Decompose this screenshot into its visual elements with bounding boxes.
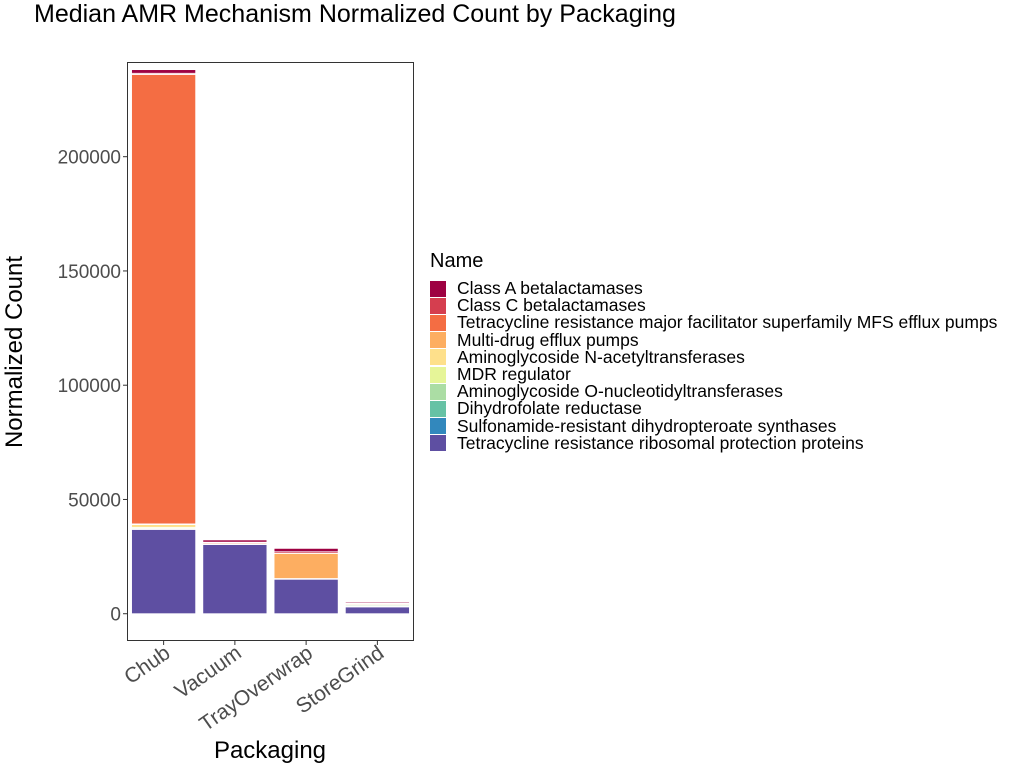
legend-item-tetracycline-resistance-major-facilitator-superfamily-mfs-efflux-pumps: Tetracycline resistance major facilitato…: [430, 312, 998, 333]
legend-label: Class C betalactamases: [457, 295, 646, 316]
legend-swatch: [430, 383, 446, 400]
bar-trayoverwrap-multi-drug-efflux-pumps: [273, 552, 339, 579]
chart-title: Median AMR Mechanism Normalized Count by…: [34, 0, 676, 28]
legend-swatch: [430, 366, 446, 383]
y-axis-label: Normalized Count: [1, 256, 28, 448]
legend-label: Aminoglycoside N-acetyltransferases: [457, 346, 745, 367]
legend-swatch: [430, 349, 446, 366]
y-tick-label: 0: [110, 605, 121, 626]
legend-item-multi-drug-efflux-pumps: Multi-drug efflux pumps: [430, 329, 997, 350]
bar-chub-class-a-betalactamases: [131, 69, 197, 74]
legend-label: Aminoglycoside O-nucleotidyltransferases: [457, 381, 783, 402]
legend-swatch: [430, 435, 446, 452]
y-tick-label: 200000: [58, 148, 121, 169]
legend-label: Class A betalactamases: [457, 278, 643, 299]
bar-vacuum-tetracycline-resistance-ribosomal-protection-proteins: [202, 544, 268, 615]
legend-items: Class A betalactamases Class C betalactam…: [430, 278, 998, 453]
legend-swatch: [430, 297, 446, 314]
bar-storegrind-class-a-betalactamases: [344, 601, 410, 604]
legend-label: Tetracycline resistance major facilitato…: [457, 312, 998, 333]
y-tick-label: 150000: [58, 262, 121, 283]
x-tick-label-chub: Chub: [120, 641, 174, 689]
bar-trayoverwrap-tetracycline-resistance-ribosomal-protection-proteins: [273, 578, 339, 615]
bar-chub-tetracycline-resistance-ribosomal-protection-proteins: [131, 528, 197, 615]
bar-trayoverwrap-class-a-betalactamases: [273, 547, 339, 553]
legend-label: Tetracycline resistance ribosomal protec…: [457, 432, 864, 453]
legend-item-dihydrofolate-reductase: Dihydrofolate reductase: [430, 398, 997, 419]
legend-item-class-a-betalactamases: Class A betalactamases: [430, 278, 997, 299]
legend-item-tetracycline-resistance-ribosomal-protection-proteins: Tetracycline resistance ribosomal protec…: [430, 432, 997, 453]
legend: Name Class A betalactamases Class C betal…: [430, 250, 998, 453]
bar-chub-aminoglycoside-n-acetyltransferases: [131, 524, 197, 528]
legend-item-aminoglycoside-o-nucleotidyltransferases: Aminoglycoside O-nucleotidyltransferases: [430, 381, 997, 402]
x-axis-label: Packaging: [214, 737, 326, 764]
bar-chub-tetracycline-resistance-major-facilitator-superfamily-mfs-efflux-pumps: [131, 74, 197, 525]
legend-label: MDR regulator: [457, 364, 571, 385]
legend-item-aminoglycoside-n-acetyltransferases: Aminoglycoside N-acetyltransferases: [430, 346, 997, 367]
legend-label: Sulfonamide-resistant dihydropteroate sy…: [457, 415, 837, 436]
legend-swatch: [430, 400, 446, 417]
legend-title: Name: [430, 250, 484, 272]
plot-panel-border: [127, 62, 414, 641]
legend-item-class-c-betalactamases: Class C betalactamases: [430, 295, 997, 316]
y-axis: 0 50000 100000 150000 200000: [58, 148, 128, 626]
legend-swatch: [430, 280, 446, 297]
y-tick-label: 50000: [68, 490, 121, 511]
legend-item-sulfonamide-resistant-dihydropteroate-synthases: Sulfonamide-resistant dihydropteroate sy…: [430, 415, 997, 436]
legend-item-mdr-regulator: MDR regulator: [430, 364, 997, 385]
bars-layer: [131, 69, 410, 615]
legend-swatch: [430, 418, 446, 435]
bar-storegrind-tetracycline-resistance-ribosomal-protection-proteins: [344, 606, 410, 615]
legend-swatch: [430, 314, 446, 331]
bar-vacuum-class-a-betalactamases: [202, 539, 268, 543]
legend-label: Dihydrofolate reductase: [457, 398, 642, 419]
y-tick-label: 100000: [58, 376, 121, 397]
legend-swatch: [430, 332, 446, 349]
legend-label: Multi-drug efflux pumps: [457, 329, 639, 350]
